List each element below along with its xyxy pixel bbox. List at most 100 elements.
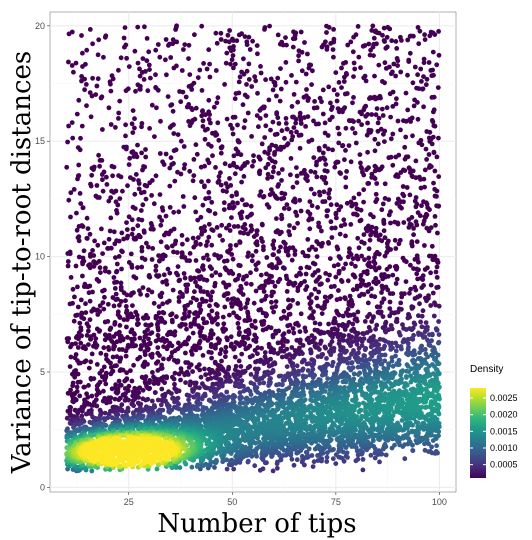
data-point xyxy=(130,226,136,232)
data-point xyxy=(118,280,124,286)
data-point xyxy=(429,444,434,450)
data-point xyxy=(347,246,352,252)
data-point xyxy=(362,353,368,359)
data-point xyxy=(114,354,120,360)
data-point xyxy=(435,85,441,90)
data-point xyxy=(418,185,424,191)
data-point xyxy=(244,300,250,306)
data-point xyxy=(291,282,296,288)
data-point xyxy=(164,346,170,352)
data-point xyxy=(313,121,319,127)
data-point xyxy=(90,248,95,253)
data-point xyxy=(377,232,383,238)
data-point xyxy=(245,231,251,237)
data-point xyxy=(343,184,349,190)
data-point xyxy=(317,224,322,230)
data-point xyxy=(87,262,93,267)
data-point xyxy=(104,174,109,180)
data-point xyxy=(329,235,335,240)
data-point xyxy=(100,251,105,256)
data-point xyxy=(150,246,156,251)
data-point xyxy=(276,170,281,176)
data-point xyxy=(409,306,415,311)
data-point xyxy=(433,269,439,275)
data-point xyxy=(94,83,100,89)
data-point xyxy=(390,162,396,168)
data-point xyxy=(170,108,176,114)
data-point xyxy=(257,116,263,121)
data-point xyxy=(161,310,167,316)
data-point xyxy=(89,93,95,99)
data-point xyxy=(213,68,219,73)
data-point xyxy=(241,56,246,62)
data-point xyxy=(332,283,337,289)
data-point xyxy=(209,350,214,355)
data-point xyxy=(209,308,215,314)
data-point xyxy=(285,252,291,258)
data-point xyxy=(340,313,346,319)
data-point xyxy=(354,286,360,292)
data-point xyxy=(98,350,104,356)
data-point xyxy=(67,364,73,369)
data-point xyxy=(130,314,136,320)
data-point xyxy=(194,343,199,349)
data-point xyxy=(394,96,399,102)
data-point xyxy=(274,196,280,201)
data-point xyxy=(354,212,360,218)
data-point xyxy=(349,352,354,357)
data-point xyxy=(254,113,260,118)
data-point xyxy=(185,372,191,377)
data-point xyxy=(419,324,425,330)
data-point xyxy=(170,37,176,43)
data-point xyxy=(336,322,342,328)
data-point xyxy=(310,375,316,380)
data-point xyxy=(223,284,229,290)
data-point xyxy=(212,211,218,217)
data-point xyxy=(291,225,297,231)
data-point xyxy=(282,266,287,271)
data-point xyxy=(117,302,122,308)
data-point xyxy=(99,226,104,232)
data-point xyxy=(317,321,323,327)
data-point xyxy=(222,161,228,167)
data-point xyxy=(343,60,349,65)
data-point xyxy=(358,273,364,278)
data-point xyxy=(423,82,429,88)
data-point xyxy=(198,241,203,247)
data-point xyxy=(102,34,108,40)
data-point xyxy=(139,70,145,75)
data-point xyxy=(406,225,412,230)
data-point xyxy=(192,195,198,201)
data-point xyxy=(271,309,276,315)
data-point xyxy=(161,272,167,278)
data-point xyxy=(186,313,191,319)
data-point xyxy=(351,442,356,448)
data-point xyxy=(256,366,261,372)
data-point xyxy=(356,245,362,251)
data-point xyxy=(411,33,416,39)
data-point xyxy=(371,35,377,41)
data-point xyxy=(357,293,362,299)
data-point xyxy=(224,389,230,395)
data-point xyxy=(244,82,249,87)
data-point xyxy=(168,155,174,161)
data-point xyxy=(282,392,287,398)
data-point xyxy=(260,222,265,228)
data-point xyxy=(424,76,430,82)
data-point xyxy=(199,88,205,93)
data-point xyxy=(149,102,155,108)
data-point xyxy=(296,58,301,64)
data-point xyxy=(209,273,215,278)
data-point xyxy=(355,256,361,262)
data-point xyxy=(139,124,144,130)
data-point xyxy=(407,50,413,56)
data-point xyxy=(312,99,317,104)
data-point xyxy=(86,383,91,388)
data-point xyxy=(270,468,276,474)
data-point xyxy=(167,205,173,210)
data-point xyxy=(384,250,390,255)
data-point xyxy=(80,50,85,56)
data-point xyxy=(106,269,112,275)
data-point xyxy=(234,38,240,44)
data-point xyxy=(368,344,374,350)
